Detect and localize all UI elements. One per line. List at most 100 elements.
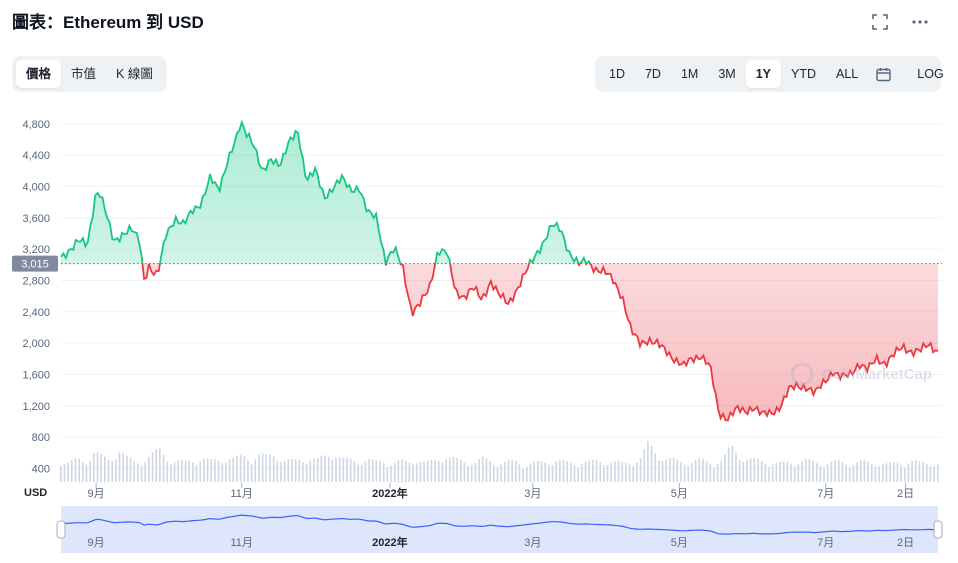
x-tick-label: 11月 xyxy=(230,488,252,500)
volume-bar xyxy=(544,462,546,482)
more-dots-icon[interactable] xyxy=(910,14,930,34)
expand-icon[interactable] xyxy=(870,14,890,34)
volume-bar xyxy=(676,459,679,482)
y-tick-label: 4,000 xyxy=(22,182,50,194)
volume-bar xyxy=(735,453,737,482)
volume-bar xyxy=(896,463,899,482)
volume-bar xyxy=(448,457,451,482)
volume-bar xyxy=(100,454,102,482)
navigator-tick-label: 7月 xyxy=(817,537,834,549)
x-tick-label: 5月 xyxy=(671,488,688,500)
price-chart: 400 800 1,200 1,600 2,000 2,400 2,800 3,200 3,60… xyxy=(12,119,943,553)
volume-bar xyxy=(412,464,414,482)
y-tick-label: 1,600 xyxy=(22,369,50,381)
volume-bar xyxy=(170,464,172,482)
volume-bar xyxy=(812,460,814,482)
volume-bar xyxy=(390,465,392,482)
y-tick-label: 3,600 xyxy=(22,213,50,225)
volume-bar xyxy=(283,460,286,482)
x-tick-label: 9月 xyxy=(88,488,105,500)
price-area xyxy=(61,122,938,421)
area-below-baseline xyxy=(142,263,938,421)
range-1m[interactable]: 1M xyxy=(680,67,699,81)
calendar-icon[interactable] xyxy=(868,60,899,88)
volume-bar xyxy=(126,455,128,482)
tab-candlestick[interactable]: K 線圖 xyxy=(116,67,153,81)
volume-bar xyxy=(823,467,825,482)
volume-bar xyxy=(221,462,224,482)
x-tick-label: 7月 xyxy=(817,488,834,500)
volume-bar xyxy=(907,464,910,482)
tab-market-cap[interactable]: 市值 xyxy=(71,67,97,81)
navigator-handle-left[interactable] xyxy=(56,520,66,539)
log-scale-toggle[interactable]: LOG xyxy=(917,67,944,81)
volume-bar xyxy=(206,458,209,482)
volume-bar xyxy=(797,464,800,482)
volume-bar xyxy=(929,466,932,482)
volume-bar xyxy=(324,455,326,482)
volume-bar xyxy=(650,446,653,482)
volume-bar xyxy=(349,458,352,482)
range-1d[interactable]: 1D xyxy=(609,67,625,81)
volume-bar xyxy=(309,460,312,482)
volume-bar xyxy=(181,460,183,482)
volume-bar xyxy=(287,459,290,482)
grid-lines xyxy=(61,123,942,469)
range-7d[interactable]: 7D xyxy=(644,67,661,81)
volume-bar xyxy=(360,464,363,482)
volume-bar xyxy=(78,458,80,482)
price-line xyxy=(60,119,939,422)
navigator-tick-label: 3月 xyxy=(524,537,541,549)
navigator[interactable]: 9月 11月 2022年 3月 5月 7月 2日 xyxy=(56,506,943,553)
volume-bar xyxy=(815,463,818,482)
navigator-handle-right[interactable] xyxy=(933,520,943,539)
volume-bar xyxy=(837,459,840,482)
volume-bar xyxy=(507,460,510,482)
volume-bar xyxy=(716,464,719,482)
volume-bar xyxy=(672,458,675,482)
volume-bar xyxy=(606,464,609,482)
volume-bar xyxy=(481,456,484,482)
volume-bar xyxy=(892,462,895,482)
volume-bar xyxy=(617,460,620,482)
range-1y[interactable]: 1Y xyxy=(745,60,782,88)
volume-bar xyxy=(694,459,697,482)
volume-bar xyxy=(628,464,631,482)
volume-bar xyxy=(874,466,877,482)
volume-bar xyxy=(137,463,139,482)
volume-bar xyxy=(793,466,796,482)
volume-bar xyxy=(111,461,113,482)
volume-bar xyxy=(294,458,297,482)
range-ytd[interactable]: YTD xyxy=(791,67,817,81)
volume-bar xyxy=(397,460,400,482)
volume-bar xyxy=(753,457,756,482)
price-line-down xyxy=(141,263,939,422)
volume-bar xyxy=(581,463,583,482)
volume-bar xyxy=(746,459,748,482)
x-tick-label: 3月 xyxy=(524,488,541,500)
range-all[interactable]: ALL xyxy=(836,67,859,81)
range-3m[interactable]: 3M xyxy=(718,67,736,81)
volume-bar xyxy=(504,462,506,482)
volume-bar xyxy=(496,467,499,482)
volume-bar xyxy=(379,460,381,482)
volume-bar xyxy=(562,459,565,482)
volume-bar xyxy=(60,466,62,482)
volume-bar xyxy=(548,465,550,482)
volume-bar xyxy=(276,460,279,482)
volume-bar xyxy=(122,452,124,482)
y-tick-label: 1,200 xyxy=(22,401,50,413)
volume-bar xyxy=(280,461,282,482)
volume-bar xyxy=(639,458,642,482)
volume-bar xyxy=(870,464,873,482)
tab-price[interactable]: 價格 xyxy=(16,60,62,88)
volume-bar xyxy=(848,467,851,482)
navigator-background xyxy=(61,506,938,553)
volume-bar xyxy=(371,459,374,482)
volume-bar xyxy=(603,465,605,482)
expand-icon-glyph xyxy=(872,14,888,30)
volume-bar xyxy=(573,465,576,482)
volume-bar xyxy=(551,464,554,482)
volume-bar xyxy=(731,446,734,482)
volume-bar xyxy=(335,457,337,482)
